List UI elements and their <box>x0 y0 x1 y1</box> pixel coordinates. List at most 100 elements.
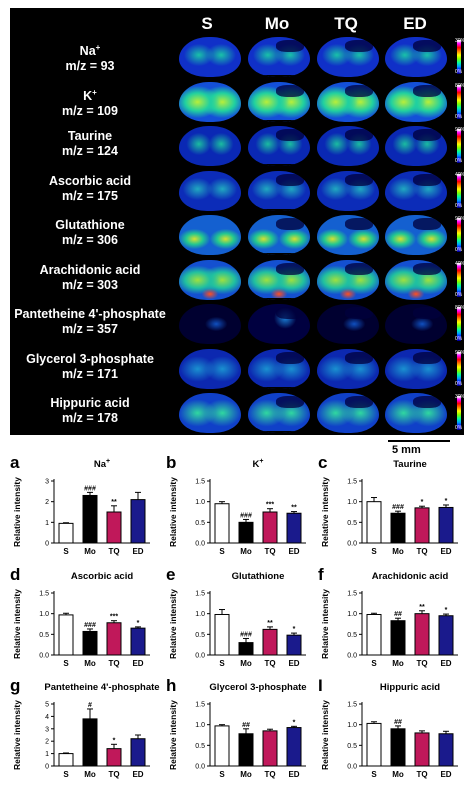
y-tick-label: 2 <box>45 499 49 506</box>
panel-letter: a <box>10 453 20 472</box>
bar-s <box>214 725 230 767</box>
bar-ed <box>130 499 146 544</box>
brain-image-ed <box>385 81 447 122</box>
bar-ed <box>438 733 454 767</box>
y-axis-label: Relative intensity <box>320 589 330 659</box>
chart-title: Hippuric acid <box>380 682 440 693</box>
color-scale-min: 0% <box>455 69 463 75</box>
column-header-ed: ED <box>403 14 427 33</box>
significance-marker: * <box>293 626 296 633</box>
row-label-2: Taurine m/z = 124 <box>10 129 170 159</box>
chart-title: Arachidonic acid <box>372 571 449 582</box>
y-tick-label: 2 <box>45 739 49 746</box>
x-tick-label: Mo <box>84 770 96 779</box>
color-scale-min: 0% <box>455 247 463 253</box>
brain-image-ed <box>385 126 447 166</box>
analyte-name: Pantetheine 4'-phosphate <box>14 307 166 321</box>
lesion-area <box>344 129 373 142</box>
y-tick-label: 0.0 <box>195 653 205 660</box>
bar-ed <box>286 512 302 544</box>
color-scale-bar <box>457 307 461 341</box>
y-tick-label: 1.5 <box>195 479 205 486</box>
lesion-area <box>344 396 373 409</box>
color-scale-bar <box>457 173 461 208</box>
y-tick-label: 0.5 <box>195 743 205 750</box>
analyte-mz: m/z = 303 <box>62 277 118 292</box>
brain-image-s <box>179 81 241 122</box>
bar-tq <box>106 748 122 767</box>
y-tick-label: 1.5 <box>39 591 49 598</box>
color-scale-min: 0% <box>455 158 463 164</box>
y-tick-label: 0.0 <box>195 764 205 771</box>
brain-image-s <box>179 393 241 433</box>
x-tick-label: S <box>371 547 377 556</box>
bar-tq <box>262 511 278 544</box>
bar-tq <box>414 732 430 767</box>
lesion-area <box>344 218 373 231</box>
lesion-area <box>412 307 441 320</box>
color-scale-max: 30% <box>455 394 466 400</box>
panel-letter: b <box>166 453 177 472</box>
brain-image-mo <box>248 215 310 255</box>
chart-svg: Glutathione Relative intensity 0.0 0.5 1.0 1.… <box>168 571 306 668</box>
color-scale-min: 0% <box>455 336 463 342</box>
x-tick-label: Mo <box>392 770 404 779</box>
bar-s <box>214 613 230 656</box>
brain-image-ed <box>385 37 447 77</box>
color-scale-min: 0% <box>455 380 463 387</box>
bar-mo <box>238 642 254 656</box>
x-tick-label: TQ <box>108 659 119 668</box>
bar-ed <box>286 634 302 656</box>
brain-image-s <box>179 37 241 77</box>
row-label-6: Pantetheine 4'-phosphate m/z = 357 <box>10 307 170 337</box>
y-tick-label: 1.0 <box>195 722 205 729</box>
lesion-area <box>412 40 441 53</box>
y-tick-label: 0 <box>45 541 49 548</box>
row-label-5: Arachidonic acid m/z = 303 <box>10 263 170 293</box>
row-label-1: K+ m/z = 109 <box>10 85 170 119</box>
row-label-8: Hippuric acid m/z = 178 <box>10 396 170 426</box>
y-tick-label: 1.5 <box>195 591 205 598</box>
y-tick-label: 1.5 <box>347 591 357 598</box>
x-tick-label: ED <box>288 770 299 779</box>
color-scale-min: 0% <box>455 425 463 431</box>
analyte-name: Hippuric acid <box>50 396 130 410</box>
significance-marker: * <box>421 499 424 506</box>
chart-svg: Hippuric acid Relative intensity 0.0 0.5 1.0… <box>320 682 458 779</box>
significance-marker: * <box>445 607 448 614</box>
lesion-area <box>275 307 304 320</box>
chart-title-sup: + <box>106 458 110 465</box>
color-scale-max: 90% <box>455 349 466 356</box>
y-tick-label: 5 <box>45 702 49 709</box>
lesion-area <box>275 351 304 364</box>
x-tick-label: S <box>219 770 225 779</box>
y-tick-label: 0.0 <box>347 764 357 771</box>
bar-s <box>58 614 74 656</box>
color-scale-max: 40% <box>455 171 466 178</box>
brain-image-tq <box>317 393 379 433</box>
y-axis-label: Relative intensity <box>12 589 22 659</box>
bar-chart-I: I Hippuric acid Relative intensity 0.0 0.5 1.… <box>318 676 464 787</box>
x-tick-label: TQ <box>416 659 427 668</box>
y-tick-label: 3 <box>45 726 49 733</box>
chart-svg: Taurine Relative intensity 0.0 0.5 1.0 1.5 S ##… <box>320 459 458 556</box>
analyte-mz: m/z = 93 <box>65 59 115 74</box>
y-tick-label: 0.5 <box>195 520 205 527</box>
brain-image-s <box>179 126 241 166</box>
brain-image-tq <box>317 348 379 389</box>
brain-image-tq <box>317 37 379 77</box>
bar-mo <box>390 512 406 544</box>
chart-title: Taurine <box>393 459 427 470</box>
y-tick-label: 0.5 <box>347 632 357 639</box>
bar-tq <box>106 622 122 656</box>
significance-marker: # <box>88 702 92 709</box>
bar-tq <box>414 613 430 656</box>
chart-title: Ascorbic acid <box>71 571 133 582</box>
bar-ed <box>438 506 454 544</box>
x-tick-label: ED <box>440 770 451 779</box>
bar-tq <box>106 511 122 544</box>
y-tick-label: 4 <box>45 714 49 721</box>
brain-image-s <box>179 170 241 211</box>
lesion-area <box>275 396 304 409</box>
x-tick-label: S <box>63 547 69 556</box>
